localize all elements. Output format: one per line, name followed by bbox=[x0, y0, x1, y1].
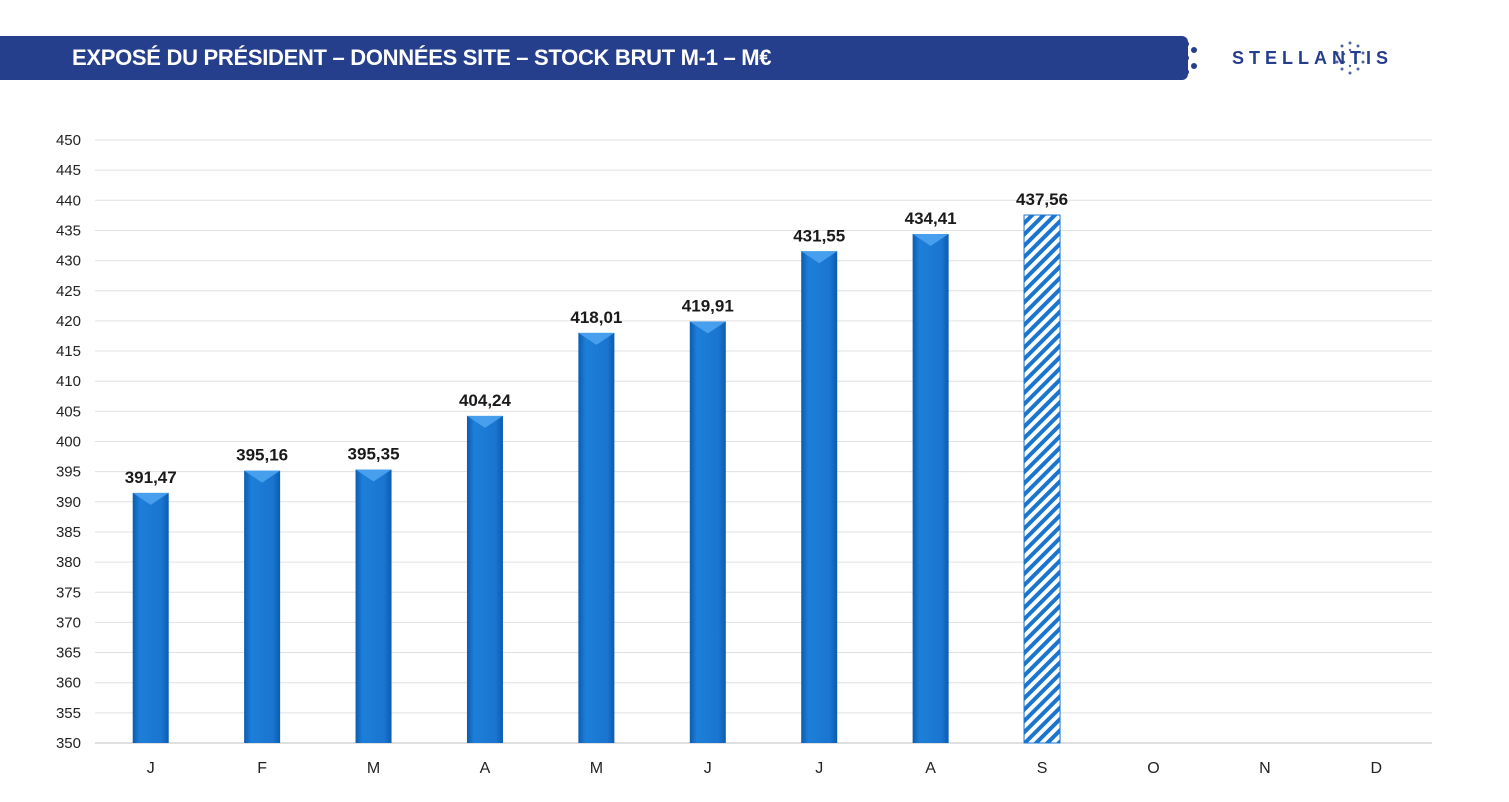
data-label: 404,24 bbox=[459, 391, 512, 410]
bar bbox=[355, 469, 392, 743]
x-tick-label: A bbox=[925, 760, 936, 777]
y-tick-label: 375 bbox=[56, 584, 81, 601]
y-tick-label: 435 bbox=[56, 222, 81, 239]
dots-decoration-icon bbox=[1183, 41, 1197, 75]
bar-bevel bbox=[132, 492, 169, 505]
x-tick-label: J bbox=[147, 760, 155, 777]
data-label: 418,01 bbox=[570, 308, 622, 327]
x-tick-label: D bbox=[1371, 760, 1383, 777]
y-tick-label: 445 bbox=[56, 162, 81, 179]
bar-bevel bbox=[244, 470, 281, 483]
y-tick-label: 415 bbox=[56, 343, 81, 360]
data-label: 395,35 bbox=[348, 445, 400, 464]
y-tick-label: 450 bbox=[56, 132, 81, 149]
bar-bevel bbox=[578, 332, 615, 345]
x-tick-label: F bbox=[257, 760, 267, 777]
data-label: 419,91 bbox=[682, 296, 734, 315]
bar bbox=[578, 332, 615, 743]
data-label: 437,56 bbox=[1016, 190, 1068, 209]
bar bbox=[689, 321, 726, 743]
y-tick-label: 365 bbox=[56, 645, 81, 662]
data-label: 391,47 bbox=[125, 468, 177, 487]
y-tick-label: 405 bbox=[56, 403, 81, 420]
x-tick-label: J bbox=[704, 760, 712, 777]
bar bbox=[912, 234, 949, 744]
x-tick-label: M bbox=[590, 760, 603, 777]
stellantis-logo: STELLANTIS bbox=[1232, 40, 1452, 76]
x-tick-label: M bbox=[367, 760, 380, 777]
y-tick-label: 380 bbox=[56, 554, 81, 571]
bar-bevel bbox=[689, 321, 726, 334]
x-tick-label: A bbox=[480, 760, 491, 777]
y-tick-label: 430 bbox=[56, 253, 81, 270]
y-tick-label: 385 bbox=[56, 524, 81, 541]
bar-bevel bbox=[912, 234, 949, 247]
y-tick-label: 410 bbox=[56, 373, 81, 390]
y-tick-label: 425 bbox=[56, 283, 81, 300]
bar-bevel bbox=[801, 251, 838, 264]
y-tick-label: 370 bbox=[56, 614, 81, 631]
bar-bevel bbox=[355, 469, 392, 482]
bar bbox=[132, 492, 169, 743]
x-tick-label: N bbox=[1259, 760, 1271, 777]
y-tick-label: 395 bbox=[56, 464, 81, 481]
y-tick-label: 390 bbox=[56, 494, 81, 511]
header-band bbox=[0, 36, 1188, 80]
page-title: EXPOSÉ DU PRÉSIDENT – DONNÉES SITE – STO… bbox=[72, 45, 772, 70]
x-tick-label: S bbox=[1037, 760, 1048, 777]
y-tick-label: 420 bbox=[56, 313, 81, 330]
x-tick-label: J bbox=[815, 760, 823, 777]
y-tick-label: 440 bbox=[56, 192, 81, 209]
logo-text: STELLANTIS bbox=[1232, 48, 1393, 68]
x-tick-label: O bbox=[1147, 760, 1159, 777]
bar bbox=[801, 251, 838, 744]
y-tick-label: 355 bbox=[56, 705, 81, 722]
data-label: 434,41 bbox=[905, 209, 957, 228]
bar bbox=[244, 470, 281, 743]
bar bbox=[1023, 214, 1061, 744]
y-tick-label: 350 bbox=[56, 735, 81, 752]
data-label: 431,55 bbox=[793, 226, 845, 245]
y-tick-label: 400 bbox=[56, 434, 81, 451]
logo-star-icon bbox=[1335, 41, 1365, 75]
y-tick-label: 360 bbox=[56, 675, 81, 692]
data-label: 395,16 bbox=[236, 446, 288, 465]
bar bbox=[466, 415, 503, 743]
bar-bevel bbox=[466, 415, 503, 428]
